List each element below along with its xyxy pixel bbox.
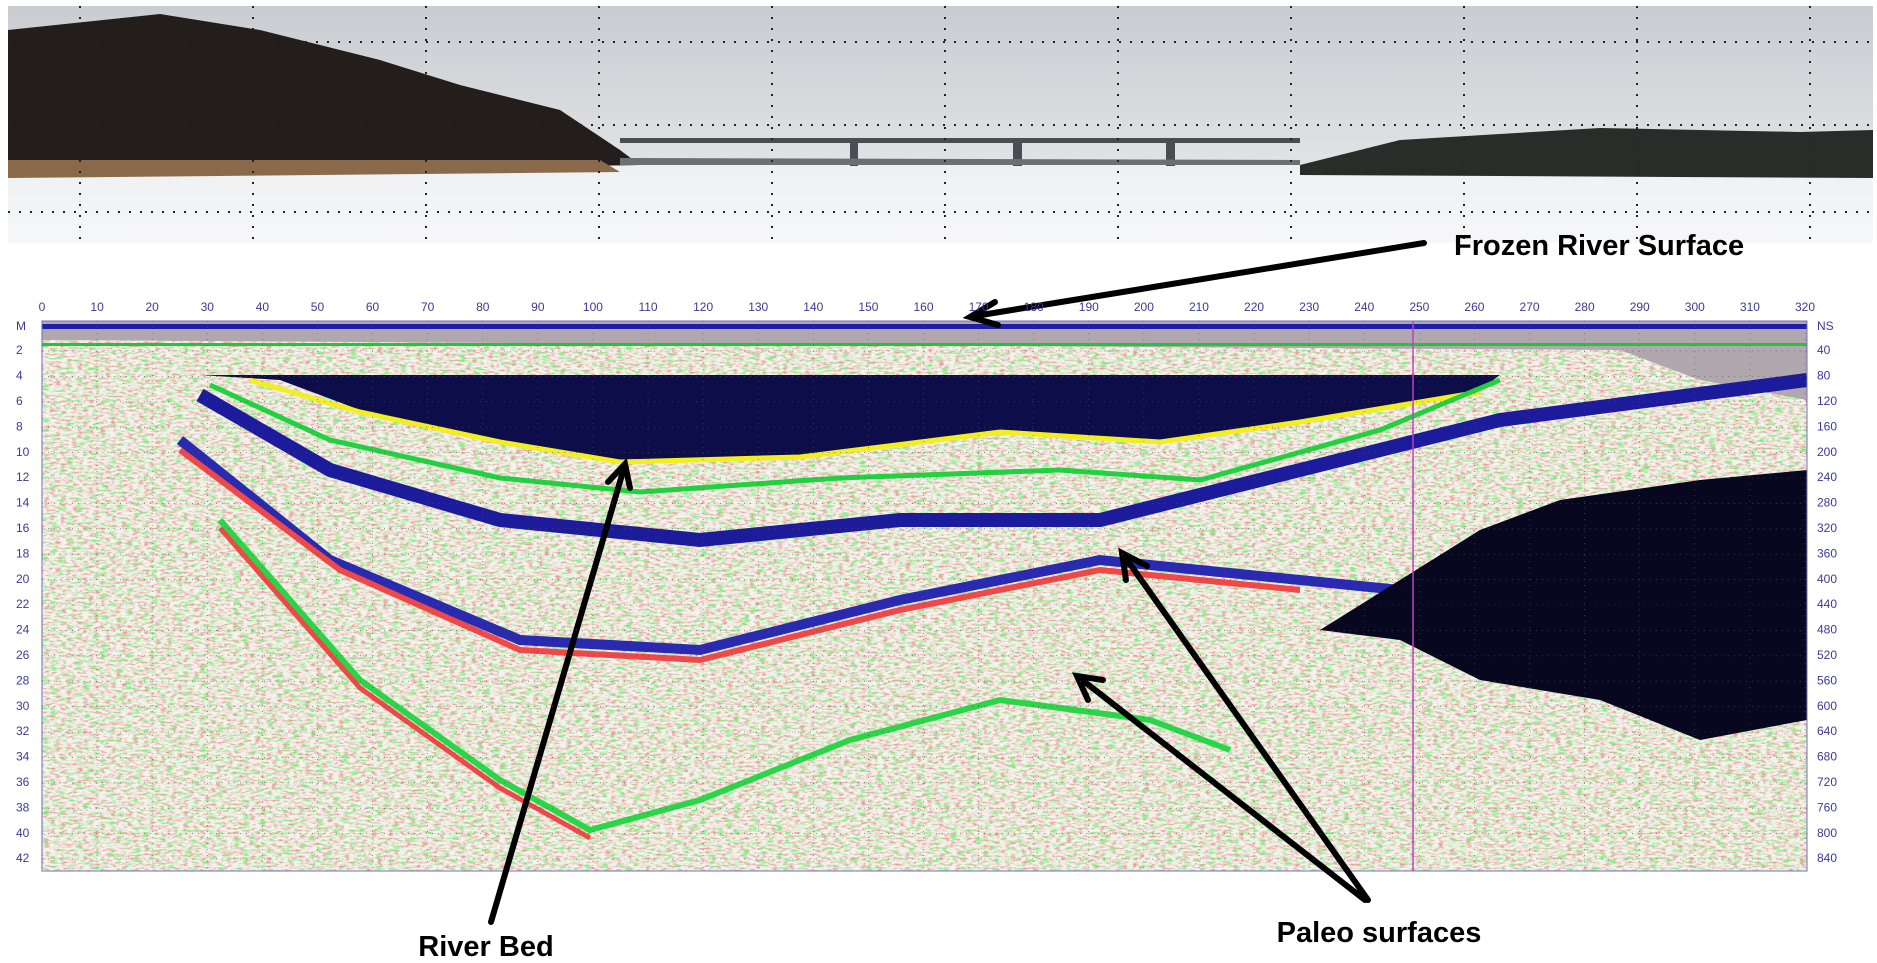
y-tick-label: 2 bbox=[16, 343, 23, 357]
y2-tick-label: 680 bbox=[1817, 750, 1837, 764]
x-tick-label: 130 bbox=[748, 300, 768, 314]
y2-tick-label: 440 bbox=[1817, 597, 1837, 611]
x-tick-label: 100 bbox=[583, 300, 603, 314]
x-tick-label: 210 bbox=[1189, 300, 1209, 314]
x-tick-label: 20 bbox=[146, 300, 160, 314]
x-tick-label: 280 bbox=[1575, 300, 1595, 314]
x-tick-label: 170 bbox=[969, 300, 989, 314]
y-tick-label: 34 bbox=[16, 750, 30, 764]
x-tick-label: 30 bbox=[201, 300, 215, 314]
x-tick-label: 110 bbox=[638, 300, 657, 314]
annotation-label: Paleo surfaces bbox=[1277, 917, 1482, 949]
x-tick-label: 120 bbox=[693, 300, 713, 314]
x-tick-label: 70 bbox=[421, 300, 435, 314]
y-tick-label: 30 bbox=[16, 699, 30, 713]
y2-tick-label: 840 bbox=[1817, 851, 1837, 865]
y2-tick-label: 400 bbox=[1817, 572, 1837, 586]
x-tick-label: 190 bbox=[1079, 300, 1099, 314]
y-tick-label: 40 bbox=[16, 826, 30, 840]
y-tick-label: 38 bbox=[16, 800, 30, 814]
y2-tick-label: 640 bbox=[1817, 724, 1837, 738]
x-tick-label: 290 bbox=[1630, 300, 1650, 314]
y2-tick-label: 760 bbox=[1817, 800, 1837, 814]
y2-tick-label: 80 bbox=[1817, 369, 1831, 383]
x-tick-label: 200 bbox=[1134, 300, 1154, 314]
y-tick-label: 42 bbox=[16, 851, 30, 865]
y2-tick-label: 200 bbox=[1817, 445, 1837, 459]
y-tick-label: 22 bbox=[16, 597, 30, 611]
annotation-label: River Bed bbox=[418, 931, 553, 963]
y-tick-label: 24 bbox=[16, 623, 30, 637]
y2-tick-label: 360 bbox=[1817, 546, 1837, 560]
y2-tick-label: 560 bbox=[1817, 673, 1837, 687]
y-tick-label: 36 bbox=[16, 775, 30, 789]
y2-tick-label: 520 bbox=[1817, 648, 1837, 662]
x-tick-label: 150 bbox=[858, 300, 878, 314]
x-tick-label: 0 bbox=[39, 300, 46, 314]
x-tick-label: 260 bbox=[1464, 300, 1484, 314]
y-tick-label: 28 bbox=[16, 673, 30, 687]
x-tick-label: 220 bbox=[1244, 300, 1264, 314]
x-tick-label: 60 bbox=[366, 300, 380, 314]
y-tick-label: 18 bbox=[16, 546, 30, 560]
y-tick-label: 14 bbox=[16, 496, 30, 510]
x-tick-label: 50 bbox=[311, 300, 325, 314]
y2-tick-label: 120 bbox=[1817, 394, 1837, 408]
y-tick-label: 20 bbox=[16, 572, 30, 586]
y2-tick-label: 480 bbox=[1817, 623, 1837, 637]
x-tick-label: 310 bbox=[1740, 300, 1760, 314]
y-tick-label: 12 bbox=[16, 470, 30, 484]
x-tick-label: 40 bbox=[256, 300, 270, 314]
x-tick-label: 180 bbox=[1024, 300, 1044, 314]
y2-tick-label: 240 bbox=[1817, 470, 1837, 484]
y-tick-label: 26 bbox=[16, 648, 30, 662]
y2-tick-label: 320 bbox=[1817, 521, 1837, 535]
y-tick-label: 16 bbox=[16, 521, 30, 535]
y2-tick-label: 720 bbox=[1817, 775, 1837, 789]
y-tick-label: 6 bbox=[16, 394, 23, 408]
x-tick-label: 140 bbox=[803, 300, 823, 314]
x-tick-label: 270 bbox=[1520, 300, 1540, 314]
y2-tick-label: 600 bbox=[1817, 699, 1837, 713]
y2-tick-label: 800 bbox=[1817, 826, 1837, 840]
x-tick-label: 160 bbox=[913, 300, 933, 314]
y-tick-label: 32 bbox=[16, 724, 30, 738]
y2-tick-label: 160 bbox=[1817, 419, 1837, 433]
x-tick-label: 230 bbox=[1299, 300, 1319, 314]
x-tick-label: 90 bbox=[531, 300, 545, 314]
x-tick-label: 240 bbox=[1354, 300, 1374, 314]
x-tick-label: 80 bbox=[476, 300, 490, 314]
photo bbox=[8, 6, 1873, 243]
x-tick-label: 250 bbox=[1409, 300, 1429, 314]
y2-tick-label: 280 bbox=[1817, 496, 1837, 510]
depth-unit: M bbox=[16, 319, 26, 333]
y-tick-label: 4 bbox=[16, 369, 23, 383]
x-tick-label: 320 bbox=[1795, 300, 1815, 314]
time-unit: NS bbox=[1817, 319, 1834, 333]
y2-tick-label: 40 bbox=[1817, 343, 1831, 357]
figure: M NS Frozen River Surface River Bed Pale… bbox=[0, 0, 1877, 963]
radargram: M NS bbox=[8, 295, 1873, 871]
y-tick-label: 8 bbox=[16, 419, 23, 433]
annotation-label: Frozen River Surface bbox=[1454, 230, 1744, 262]
x-tick-label: 10 bbox=[90, 300, 104, 314]
y-tick-label: 10 bbox=[16, 445, 30, 459]
x-tick-label: 300 bbox=[1685, 300, 1705, 314]
